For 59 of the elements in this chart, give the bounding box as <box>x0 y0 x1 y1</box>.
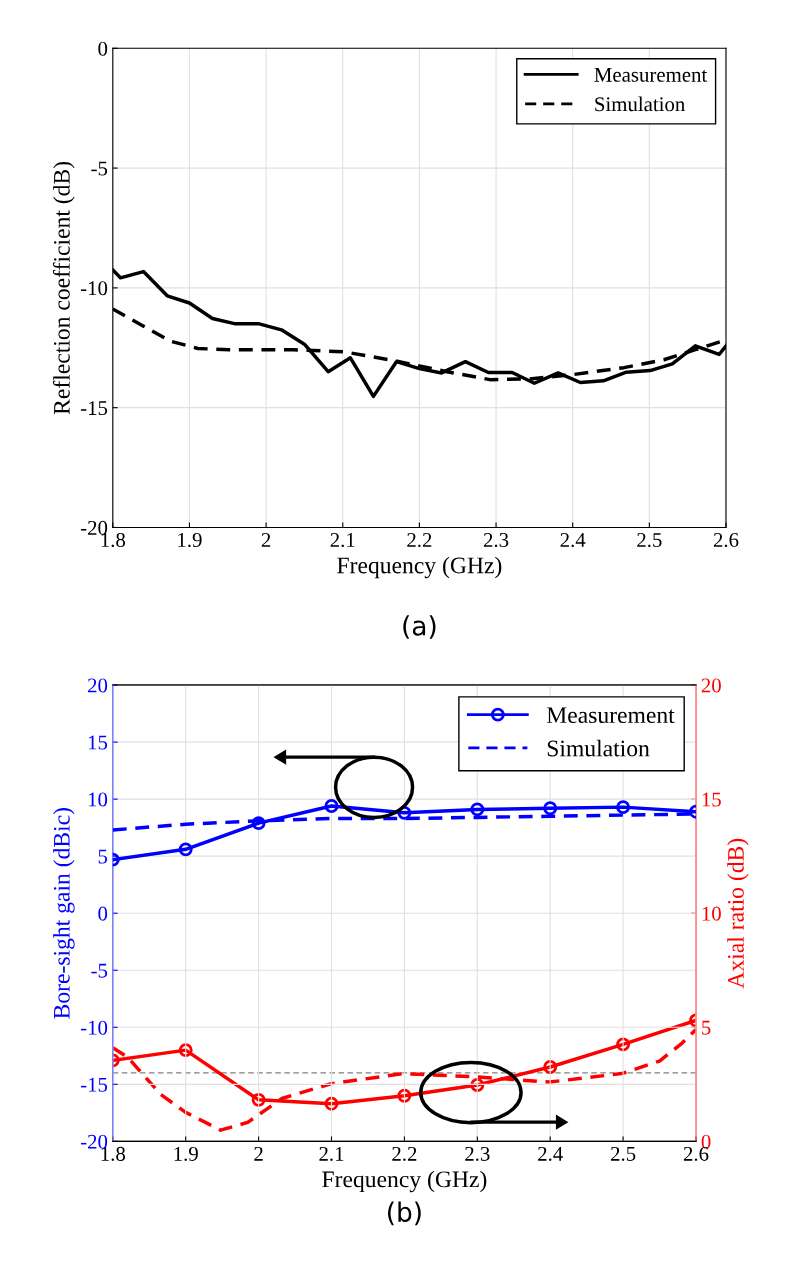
point <box>251 1092 266 1107</box>
y-axis-title: Reflection coefficient (dB) <box>52 161 75 415</box>
x-tick-label: 2 <box>254 1146 263 1161</box>
y2-axis-title: Axial ratio (dB) <box>727 838 749 989</box>
point <box>470 1078 485 1092</box>
x-tick-label: 2.1 <box>319 1146 344 1161</box>
x-tick-label: 2.2 <box>392 1146 417 1161</box>
point <box>324 799 339 813</box>
y-tick-label: 5 <box>98 849 108 864</box>
y-tick-label: -15 <box>80 401 108 416</box>
y2-tick-label: 15 <box>702 792 721 807</box>
point <box>543 1060 558 1074</box>
x-tick-label: 1.9 <box>174 1146 198 1161</box>
point <box>470 802 485 817</box>
legend-label: Simulation <box>595 96 685 112</box>
legend-label: Measurement <box>594 67 708 82</box>
x-tick-label: 2.5 <box>637 532 662 548</box>
y-tick-label: 20 <box>88 678 108 693</box>
x-tick-label: 2.2 <box>407 532 432 548</box>
y2-tick-label: 5 <box>702 1020 711 1035</box>
x-tick-label: 2.1 <box>330 532 355 548</box>
y-tick-label: 0 <box>98 906 108 921</box>
text: (b) <box>388 1201 421 1226</box>
y-tick-label: -15 <box>80 1077 108 1092</box>
y-tick-label: 0 <box>98 41 108 56</box>
point <box>178 842 193 857</box>
y2-tick-label: 20 <box>701 678 721 693</box>
y-tick-label: -10 <box>80 281 108 296</box>
x-tick-label: 2.6 <box>683 1146 709 1161</box>
y2-tick-label: 10 <box>702 906 721 921</box>
point <box>178 1043 193 1058</box>
x-tick-label: 2.5 <box>610 1146 636 1161</box>
y-tick-label: 10 <box>88 792 108 807</box>
x-axis-title: Frequency (GHz) <box>322 1170 487 1193</box>
point <box>251 816 266 831</box>
point <box>543 801 558 816</box>
x-tick-label: 2.3 <box>483 532 509 548</box>
point <box>397 1088 412 1103</box>
legend-label: Simulation <box>547 739 650 757</box>
y2-tick-label: 0 <box>701 1134 711 1149</box>
x-tick-label: 2.6 <box>713 532 739 548</box>
x-tick-label: 2.4 <box>560 532 586 548</box>
x-tick-label: 2.3 <box>465 1146 490 1161</box>
x-tick-label: 1.9 <box>178 532 202 548</box>
point <box>324 1096 339 1111</box>
x-tick-label: 1.8 <box>101 532 126 548</box>
x-tick-label: 2.4 <box>538 1146 563 1161</box>
point <box>616 1037 631 1052</box>
y-tick-label: 15 <box>88 735 108 750</box>
x-axis-title: Frequency (GHz) <box>337 556 502 579</box>
y-tick-label: -5 <box>91 161 108 176</box>
legend-label: Measurement <box>546 707 675 724</box>
y-tick-label: -20 <box>80 520 108 535</box>
y-tick-label: -5 <box>91 963 108 978</box>
x-tick-label: 2 <box>261 532 271 547</box>
y-axis-title: Bore-sight gain (dBic) <box>53 808 75 1019</box>
text: (a) <box>403 615 436 639</box>
point <box>616 800 631 815</box>
y-tick-label: -10 <box>80 1020 108 1035</box>
